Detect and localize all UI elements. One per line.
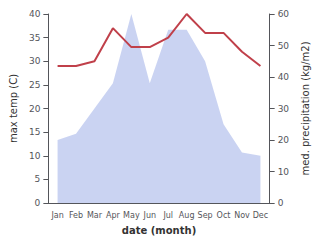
- svg-text:Dec: Dec: [253, 211, 268, 220]
- svg-text:5: 5: [35, 174, 41, 184]
- svg-text:20: 20: [278, 135, 290, 145]
- svg-text:Sep: Sep: [198, 211, 213, 220]
- svg-text:40: 40: [278, 72, 290, 82]
- svg-text:date (month): date (month): [122, 225, 196, 236]
- svg-text:Jun: Jun: [143, 211, 157, 220]
- svg-text:Mar: Mar: [87, 211, 103, 220]
- svg-text:Jan: Jan: [50, 211, 63, 220]
- svg-text:10: 10: [29, 151, 41, 161]
- svg-text:Jul: Jul: [162, 211, 173, 220]
- svg-text:Oct: Oct: [217, 211, 231, 220]
- svg-text:30: 30: [29, 56, 41, 66]
- svg-text:0: 0: [278, 198, 284, 208]
- svg-text:60: 60: [278, 9, 290, 19]
- svg-text:Nov: Nov: [234, 211, 250, 220]
- svg-text:max temp (C): max temp (C): [8, 74, 19, 143]
- svg-text:35: 35: [29, 33, 40, 43]
- svg-text:med. precipitation (kg/m2): med. precipitation (kg/m2): [300, 41, 311, 175]
- svg-text:15: 15: [29, 127, 40, 137]
- svg-text:Apr: Apr: [106, 211, 121, 220]
- svg-text:50: 50: [278, 41, 290, 51]
- svg-text:Feb: Feb: [69, 211, 83, 220]
- svg-text:May: May: [123, 211, 140, 220]
- svg-text:25: 25: [29, 80, 40, 90]
- svg-text:30: 30: [278, 104, 290, 114]
- svg-text:0: 0: [35, 198, 41, 208]
- svg-text:10: 10: [278, 167, 290, 177]
- svg-text:20: 20: [29, 104, 41, 114]
- svg-text:40: 40: [29, 9, 41, 19]
- svg-text:Aug: Aug: [179, 211, 195, 220]
